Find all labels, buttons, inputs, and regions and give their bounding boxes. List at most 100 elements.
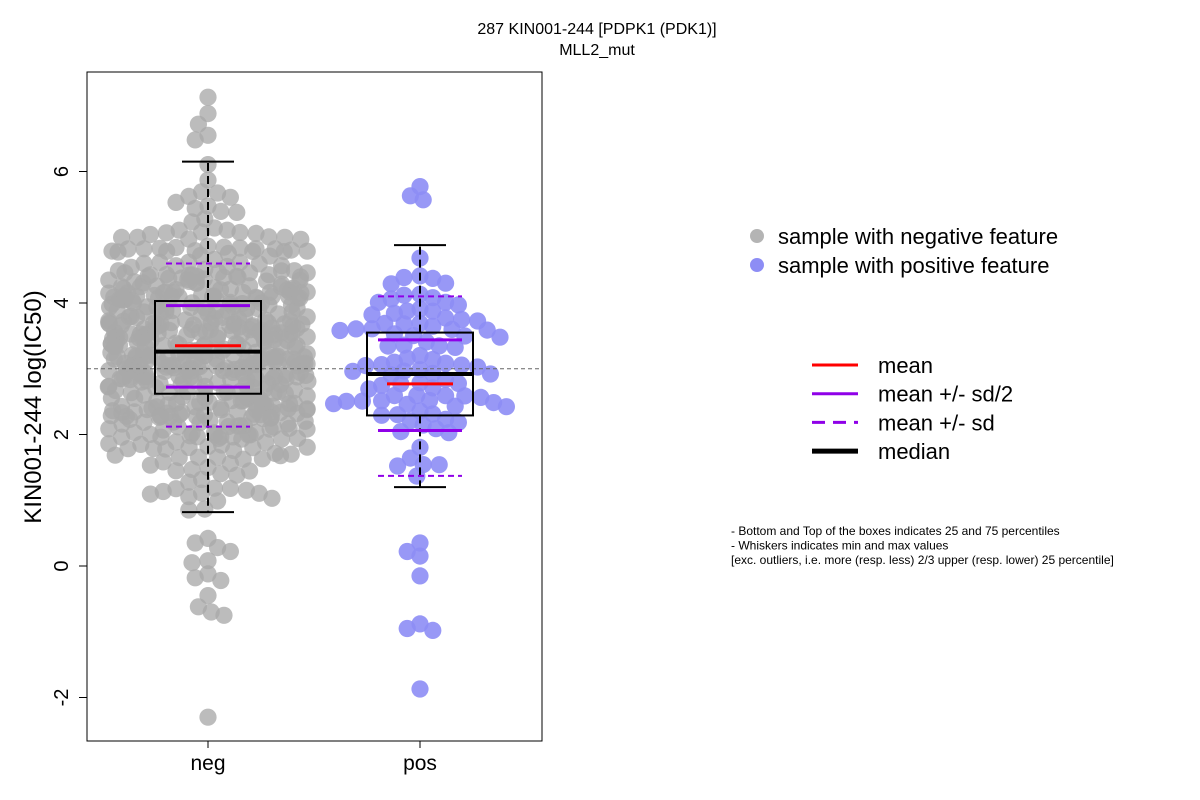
data-point-pos: [424, 317, 442, 335]
y-tick-label: -2: [51, 689, 73, 707]
data-point-pos: [337, 392, 355, 410]
data-point-neg: [196, 500, 214, 518]
data-point-pos: [373, 392, 391, 410]
data-point-neg: [275, 243, 293, 261]
data-point-neg: [113, 415, 131, 433]
data-point-pos: [401, 449, 419, 467]
data-point-neg: [193, 223, 211, 241]
data-point-neg: [141, 225, 159, 244]
x-tick-label-neg: neg: [190, 752, 225, 775]
data-point-pos: [411, 249, 429, 267]
legend-line-label: mean +/- sd: [878, 410, 995, 435]
data-point-pos: [437, 354, 455, 372]
data-point-neg: [209, 492, 227, 510]
data-point-neg: [215, 606, 233, 624]
x-axis: neg pos: [190, 741, 437, 775]
data-point-neg: [106, 446, 124, 464]
data-point-neg: [218, 221, 236, 239]
data-point-neg: [219, 244, 237, 263]
data-point-pos: [437, 274, 455, 292]
note-line: - Bottom and Top of the boxes indicates …: [731, 524, 1060, 538]
data-point-neg: [212, 571, 230, 590]
legend-label: sample with negative feature: [778, 224, 1058, 249]
note-line: [exc. outliers, i.e. more (resp. less) 2…: [731, 553, 1114, 567]
legend: sample with negative feature sample with …: [750, 224, 1058, 464]
data-point-neg: [133, 373, 151, 391]
data-point-pos: [353, 392, 371, 410]
data-point-neg: [199, 88, 217, 106]
data-point-neg: [253, 450, 271, 468]
data-point-pos: [411, 534, 429, 552]
data-point-neg: [212, 465, 230, 483]
data-point-pos: [478, 321, 496, 339]
data-point-pos: [424, 621, 442, 640]
data-point-pos: [430, 337, 448, 355]
data-point-pos: [398, 619, 416, 638]
data-point-pos: [395, 268, 413, 287]
data-point-neg: [228, 466, 246, 484]
data-point-neg: [180, 501, 198, 519]
data-point-neg: [276, 228, 294, 246]
data-point-pos: [331, 321, 349, 340]
data-point-neg: [157, 224, 175, 242]
data-point-neg: [189, 115, 207, 133]
legend-label: sample with positive feature: [778, 253, 1049, 278]
notes: - Bottom and Top of the boxes indicates …: [731, 524, 1114, 567]
data-point-neg: [199, 587, 217, 605]
data-point-pos: [411, 300, 429, 318]
data-point-neg: [186, 534, 204, 552]
y-axis: -2 0 2 4 6: [51, 166, 87, 706]
y-tick-label: 2: [51, 429, 73, 440]
data-point-pos: [414, 191, 432, 209]
data-point-pos: [440, 424, 458, 442]
data-point-neg: [186, 569, 204, 587]
data-point-neg: [100, 420, 118, 438]
plot-frame: [86, 71, 543, 742]
data-point-neg: [193, 470, 211, 489]
data-point-neg: [261, 420, 279, 438]
data-point-pos: [344, 362, 362, 380]
y-tick-label: 4: [51, 297, 73, 308]
data-point-pos: [347, 320, 365, 338]
data-point-neg: [273, 430, 291, 448]
data-point-pos: [411, 567, 429, 585]
chart-title: 287 KIN001-244 [PDPK1 (PDK1)]: [477, 21, 716, 38]
points-layer: [99, 88, 515, 726]
data-point-neg: [298, 242, 316, 260]
data-point-pos: [363, 320, 381, 338]
legend-marker-positive: [750, 258, 764, 272]
data-point-neg: [298, 387, 316, 405]
box-neg: [154, 300, 262, 395]
data-point-neg: [145, 440, 163, 458]
data-point-pos: [449, 296, 467, 314]
data-point-pos: [382, 275, 400, 293]
data-point-neg: [167, 193, 185, 211]
data-point-neg: [170, 449, 188, 467]
data-point-neg: [299, 372, 317, 390]
data-point-neg: [167, 462, 185, 480]
data-point-pos: [389, 457, 407, 475]
data-point-neg: [100, 271, 118, 289]
data-point-pos: [411, 547, 429, 565]
data-point-neg: [141, 485, 159, 503]
legend-line-label: median: [878, 439, 950, 464]
data-point-neg: [199, 552, 217, 570]
data-point-neg: [221, 542, 239, 561]
data-point-pos: [408, 467, 426, 485]
legend-line-label: mean +/- sd/2: [878, 382, 1013, 407]
data-point-pos: [491, 328, 509, 346]
data-point-neg: [167, 480, 185, 498]
overlay-layer: [87, 160, 542, 514]
legend-marker-negative: [750, 229, 764, 243]
data-point-neg: [135, 240, 153, 258]
data-point-pos: [446, 397, 464, 415]
data-point-neg: [244, 439, 262, 457]
data-point-neg: [126, 389, 144, 407]
data-point-neg: [180, 488, 198, 506]
data-point-neg: [109, 243, 127, 261]
data-point-neg: [154, 482, 172, 501]
data-point-pos: [357, 357, 375, 375]
data-point-neg: [231, 223, 249, 242]
data-point-pos: [411, 680, 429, 698]
